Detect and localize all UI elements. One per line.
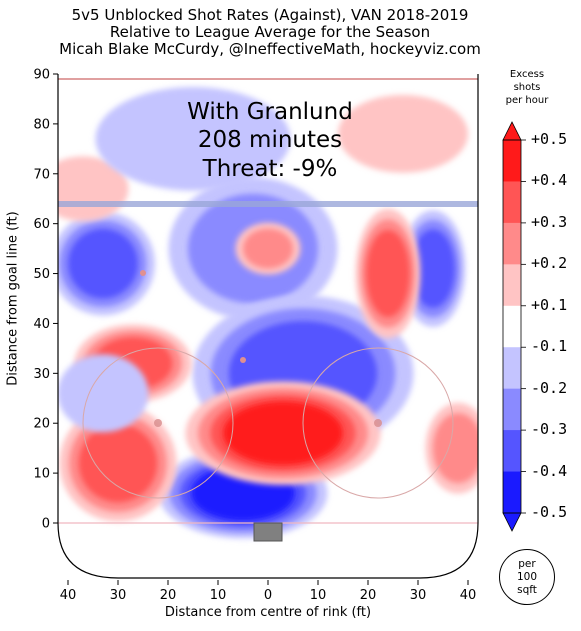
x-axis-label: Distance from centre of rink (ft) [164, 605, 372, 620]
y-tick-label: 10 [33, 467, 50, 482]
units-badge: per 100 sqft [499, 549, 555, 605]
colorbar-title: Excess shots per hour [495, 68, 559, 107]
colorbar-border [502, 139, 522, 514]
colorbar-max-arrow [502, 121, 522, 141]
right-faceoff-circle [302, 347, 454, 499]
goal-net [253, 522, 283, 542]
colorbar-tick-label: -0.4 [531, 461, 568, 480]
y-tick-label: 50 [33, 267, 50, 282]
heatmap-zone [243, 228, 293, 269]
colorbar-bin [503, 264, 521, 307]
heatmap-zone [68, 228, 138, 299]
y-tick-label: 0 [42, 517, 50, 532]
chart-title-line-1: 5v5 Unblocked Shot Rates (Against), VAN … [71, 6, 469, 24]
colorbar-tick-label: -0.3 [531, 420, 568, 439]
y-tick-label: 80 [33, 117, 50, 132]
heatmap-zone [78, 424, 158, 503]
x-tick-label: 0 [264, 588, 272, 603]
colorbar-tick-label: -0.2 [531, 378, 568, 397]
colorbar-bin [503, 181, 521, 224]
heatmap-zone [223, 401, 343, 466]
colorbar-tick-label: -0.1 [531, 337, 568, 356]
y-tick-label: 90 [33, 68, 50, 83]
colorbar-bin [503, 347, 521, 390]
colorbar-tick-label: +0.4 [531, 171, 568, 190]
y-axis-ticks: 0 10 20 30 40 50 60 70 80 90 [33, 68, 58, 532]
colorbar-tick-label: +0.2 [531, 254, 568, 273]
colorbar-bin [503, 430, 521, 473]
annotation-line-1: With Granlund [187, 99, 353, 125]
heatmap-zone [366, 230, 410, 318]
x-tick-label: 40 [60, 588, 77, 603]
x-tick-label: 10 [310, 588, 327, 603]
x-tick-label: 20 [160, 588, 177, 603]
x-tick-label: 20 [360, 588, 377, 603]
colorbar-tick-label: +0.1 [531, 295, 568, 314]
x-tick-label: 30 [110, 588, 127, 603]
annotation-line-3: Threat: -9% [202, 156, 338, 182]
y-tick-label: 30 [33, 367, 50, 382]
colorbar-tick-label: -0.5 [531, 503, 568, 521]
colorbar-bin [503, 140, 521, 182]
right-faceoff-dot [374, 419, 382, 427]
units-line: sqft [517, 584, 537, 596]
colorbar-bin [503, 222, 521, 265]
colorbar-bin [503, 305, 521, 348]
heatmap-zone [58, 354, 149, 433]
colorbar-min-arrow [502, 512, 522, 532]
heatmap-zone [95, 86, 291, 191]
heatmap-surface [58, 74, 478, 578]
annotation-line-2: 208 minutes [197, 127, 343, 153]
colorbar-bin [503, 388, 521, 431]
left-neutral-dot [140, 270, 146, 276]
colorbar-title-line: per hour [505, 95, 549, 106]
units-line: 100 [516, 571, 538, 583]
left-faceoff-dot [154, 419, 162, 427]
y-tick-label: 60 [33, 217, 50, 232]
x-tick-label: 40 [460, 588, 477, 603]
colorbar [502, 121, 526, 532]
y-tick-label: 20 [33, 417, 50, 432]
heatmap-zone [411, 229, 455, 308]
x-tick-label: 30 [410, 588, 427, 603]
chart-title-line-2: Relative to League Average for the Seaso… [109, 23, 431, 41]
colorbar-tick-label: +0.3 [531, 212, 568, 231]
rink-boundary [57, 74, 479, 579]
colorbar-bin [503, 471, 521, 514]
blue-line [58, 201, 478, 207]
heatmap-zone [338, 94, 468, 173]
left-faceoff-circle [82, 347, 234, 499]
colorbar-title-line: Excess [509, 69, 545, 80]
units-line: per [518, 558, 536, 570]
y-tick-label: 40 [33, 317, 50, 332]
chart-title-line-3: Micah Blake McCurdy, @IneffectiveMath, h… [59, 40, 481, 58]
y-tick-label: 70 [33, 167, 50, 182]
right-neutral-dot [240, 357, 246, 363]
heatmap-zone [433, 413, 478, 484]
colorbar-tick-label: +0.5 [531, 130, 568, 148]
colorbar-title-line: shots [513, 82, 541, 93]
x-axis-ticks: 40 30 20 10 0 10 20 30 40 [60, 580, 477, 603]
y-axis-label: Distance from goal line (ft) [5, 211, 21, 386]
x-tick-label: 10 [210, 588, 227, 603]
